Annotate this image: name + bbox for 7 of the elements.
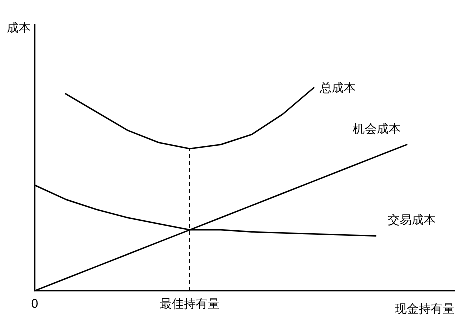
x-tick-label: 最佳持有量 <box>160 297 220 311</box>
series-label: 总成本 <box>319 81 356 95</box>
x-axis-title: 现金持有量 <box>395 302 455 316</box>
y-axis-title: 成本 <box>7 21 31 35</box>
series-label: 机会成本 <box>353 122 401 136</box>
series-label: 交易成本 <box>388 213 436 228</box>
x-tick-label: 0 <box>31 297 39 311</box>
